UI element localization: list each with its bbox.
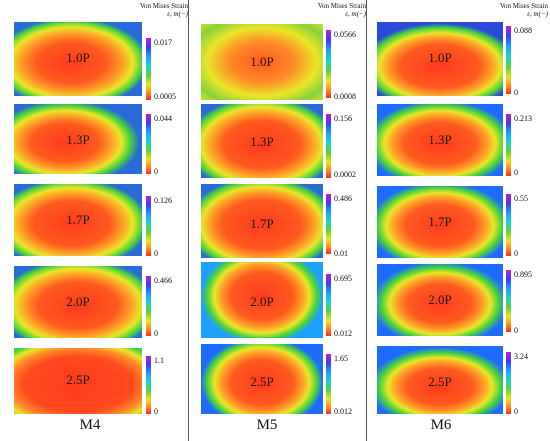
column-m5: Von Mises Strain ε, m(−) 1.0P 0.0566 0.0… xyxy=(189,0,366,441)
load-label: 1.7P xyxy=(66,212,90,227)
colorbar-max: 0.044 xyxy=(154,114,172,123)
strain-map: 1.7P xyxy=(201,184,323,258)
colorbar xyxy=(506,194,511,256)
colorbar xyxy=(326,194,331,254)
load-label: 1.3P xyxy=(66,132,90,147)
strain-map: 2.5P xyxy=(201,344,323,414)
load-label: 1.7P xyxy=(428,214,452,229)
colorbar-min: 0 xyxy=(154,329,158,338)
colorbar-max: 0.088 xyxy=(514,26,532,35)
colorbar-min: 0 xyxy=(514,88,518,97)
strain-title: Von Mises Strain xyxy=(317,2,366,10)
load-label: 1.3P xyxy=(428,132,452,147)
load-label: 2.5P xyxy=(250,374,274,389)
colorbar xyxy=(146,196,151,256)
colorbar xyxy=(146,276,151,336)
strain-unit: ε, m(−) xyxy=(345,10,366,18)
colorbar-min: 0.01 xyxy=(334,249,348,258)
colorbar-max: 3.24 xyxy=(514,352,528,361)
load-label: 2.0P xyxy=(250,294,274,309)
strain-map: 2.0P xyxy=(377,264,503,336)
strain-unit: ε, m(−) xyxy=(167,10,188,18)
strain-title: Von Mises Strain xyxy=(139,2,188,10)
column-label: M5 xyxy=(256,417,278,433)
colorbar-max: 0.486 xyxy=(334,194,352,203)
colorbar xyxy=(506,352,511,414)
colorbar xyxy=(506,114,511,176)
colorbar-min: 0 xyxy=(514,168,518,177)
strain-map: 1.0P xyxy=(14,22,142,96)
column-divider xyxy=(188,0,189,441)
colorbar-max: 1.65 xyxy=(334,354,348,363)
colorbar-max: 0.55 xyxy=(514,194,528,203)
colorbar-max: 0.213 xyxy=(514,114,532,123)
strain-map: 2.5P xyxy=(377,346,503,414)
strain-map: 2.5P xyxy=(14,348,142,414)
load-label: 2.0P xyxy=(66,294,90,309)
column-m4: Von Mises Strain ε, m(−) 1.0P 0.017 0.00… xyxy=(0,0,188,441)
colorbar xyxy=(506,270,511,332)
strain-map: 1.7P xyxy=(377,186,503,258)
colorbar-min: 0.012 xyxy=(334,329,352,338)
colorbar-max: 0.466 xyxy=(154,276,172,285)
column-label: M4 xyxy=(79,417,101,433)
colorbar xyxy=(326,30,331,98)
colorbar-max: 0.017 xyxy=(154,38,172,47)
colorbar xyxy=(146,38,151,100)
strain-map: 1.3P xyxy=(14,104,142,174)
strain-map: 1.3P xyxy=(201,104,323,178)
colorbar xyxy=(326,114,331,178)
strain-header-m4: Von Mises Strain ε, m(−) xyxy=(140,2,188,18)
colorbar-min: 0 xyxy=(514,249,518,258)
load-label: 1.3P xyxy=(250,134,274,149)
load-label: 1.0P xyxy=(66,50,90,65)
strain-map: 2.0P xyxy=(14,266,142,338)
load-label: 2.5P xyxy=(66,372,90,387)
load-label: 2.0P xyxy=(428,292,452,307)
load-label: 1.7P xyxy=(250,216,274,231)
strain-title: Von Mises Strain xyxy=(499,2,548,10)
colorbar-min: 0.0005 xyxy=(154,92,176,101)
colorbar-min: 0 xyxy=(514,407,518,416)
colorbar-max: 1.1 xyxy=(154,356,164,365)
strain-header-m6: Von Mises Strain ε, m(−) xyxy=(500,2,548,18)
strain-map: 1.0P xyxy=(377,22,503,96)
colorbar-min: 0 xyxy=(154,249,158,258)
strain-map: 1.7P xyxy=(14,184,142,256)
colorbar xyxy=(506,26,511,94)
strain-map: 1.3P xyxy=(377,104,503,176)
colorbar-min: 0.0008 xyxy=(334,92,356,101)
colorbar-min: 0 xyxy=(154,167,158,176)
colorbar-min: 0.0002 xyxy=(334,170,356,179)
colorbar xyxy=(146,356,151,414)
column-label: M6 xyxy=(430,417,452,433)
colorbar-max: 0.0566 xyxy=(334,30,356,39)
strain-header-m5: Von Mises Strain ε, m(−) xyxy=(318,2,366,18)
colorbar-min: 0.012 xyxy=(334,407,352,416)
colorbar-max: 0.895 xyxy=(514,270,532,279)
colorbar-max: 0.126 xyxy=(154,196,172,205)
colorbar xyxy=(326,354,331,414)
strain-map: 2.0P xyxy=(201,262,323,338)
load-label: 1.0P xyxy=(250,54,274,69)
colorbar-min: 0 xyxy=(154,407,158,416)
colorbar xyxy=(146,114,151,174)
load-label: 1.0P xyxy=(428,50,452,65)
strain-unit: ε, m(−) xyxy=(527,10,548,18)
colorbar-min: 0 xyxy=(514,326,518,335)
colorbar-max: 0.695 xyxy=(334,274,352,283)
column-divider xyxy=(366,0,367,441)
colorbar-max: 0.156 xyxy=(334,114,352,123)
colorbar xyxy=(326,274,331,336)
column-m6: Von Mises Strain ε, m(−) 1.0P 0.088 0 1.… xyxy=(367,0,550,441)
load-label: 2.5P xyxy=(428,374,452,389)
strain-map: 1.0P xyxy=(201,24,323,100)
